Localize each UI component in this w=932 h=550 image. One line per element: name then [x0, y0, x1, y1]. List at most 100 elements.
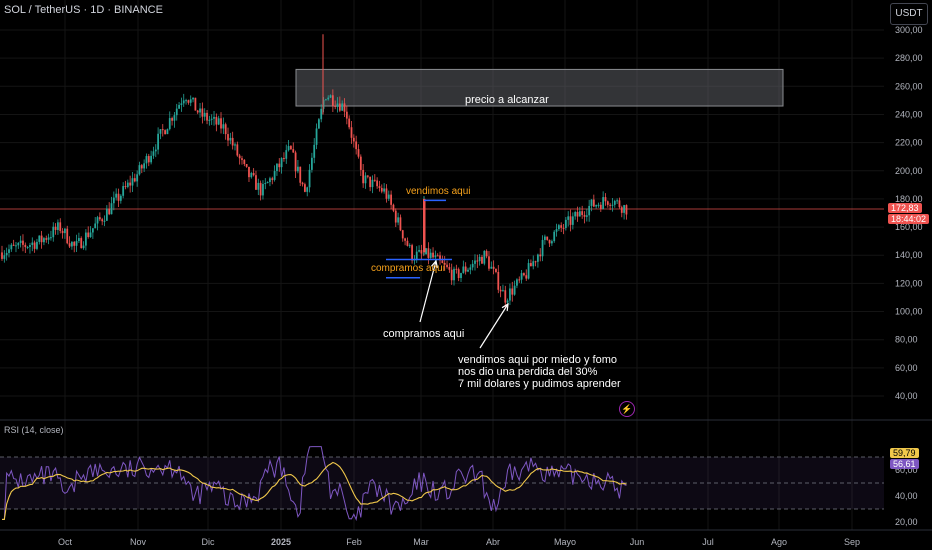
price-tick-label: 240,00: [895, 109, 923, 119]
candle-body: [592, 199, 595, 207]
candle-body: [362, 169, 365, 184]
rsi-tick-label: 40,00: [895, 491, 918, 501]
candle-body: [352, 137, 355, 142]
candle-body: [427, 248, 430, 258]
candle-body: [495, 268, 497, 272]
candle-body: [439, 255, 441, 261]
candle-body: [369, 176, 372, 188]
candle-body: [446, 264, 448, 268]
candle-body: [620, 207, 623, 213]
candle-body: [350, 127, 353, 138]
candle-body: [280, 158, 283, 168]
candle-body: [455, 268, 458, 270]
candle-body: [418, 250, 420, 252]
candle-body: [173, 115, 176, 121]
candle-body: [502, 290, 504, 292]
candle-body: [215, 116, 218, 125]
currency-button[interactable]: USDT: [890, 3, 928, 25]
candle-body: [33, 242, 36, 249]
candle-body: [203, 112, 206, 117]
candle-body: [255, 175, 257, 190]
candle-body: [206, 112, 208, 121]
candle-body: [196, 110, 199, 113]
rsi-tick-label: 60,00: [895, 465, 918, 475]
candle-body: [588, 205, 591, 216]
candle-body: [550, 241, 553, 244]
candle-body: [390, 194, 393, 205]
candle-body: [287, 146, 290, 151]
candle-body: [299, 166, 302, 183]
candle-body: [64, 228, 66, 234]
candle-body: [245, 164, 248, 167]
candle-body: [24, 244, 27, 248]
target-zone-box[interactable]: [295, 68, 784, 107]
candle-body: [236, 144, 239, 156]
candle-body: [590, 199, 593, 206]
candle-body: [278, 163, 281, 168]
sold-fear-line-3: 7 mil dolares y pudimos aprender: [458, 378, 621, 390]
candle-body: [52, 226, 55, 238]
candle-body: [415, 251, 418, 260]
price-tick-label: 220,00: [895, 138, 923, 148]
axes: 300,00 280,00 260,00 240,00 220,00 200,00 180,…: [0, 25, 932, 547]
candle-body: [606, 201, 609, 205]
candle-body: [364, 175, 367, 184]
price-tick-label: 40,00: [895, 391, 918, 401]
candle-body: [534, 261, 537, 263]
candle-body: [616, 200, 619, 202]
candle-body: [259, 182, 262, 196]
candle-body: [222, 124, 225, 129]
candle-body: [77, 238, 80, 242]
candle-body: [17, 242, 20, 246]
candle-body: [57, 222, 59, 230]
candle-body: [136, 174, 139, 182]
candle-body: [248, 166, 250, 178]
grid: [0, 0, 884, 530]
candle-body: [12, 244, 15, 246]
candle-body: [276, 163, 278, 172]
candle-body: [124, 186, 127, 188]
candle-body: [574, 211, 577, 217]
lightning-icon[interactable]: ⚡: [619, 401, 635, 417]
rsi-legend[interactable]: RSI (14, close): [4, 425, 64, 435]
candle-body: [613, 200, 616, 205]
candle-body: [182, 100, 185, 104]
candle-body: [227, 134, 229, 141]
price-tick-label: 60,00: [895, 363, 918, 373]
candle-body: [539, 254, 542, 257]
candle-body: [201, 108, 204, 117]
symbol-title[interactable]: SOL / TetherUS · 1D · BINANCE: [4, 4, 163, 16]
rsi-ma-badge: 59,79: [890, 448, 919, 458]
candle-body: [5, 252, 8, 256]
candle-body: [392, 204, 395, 211]
candle-body: [138, 165, 141, 175]
candle-body: [269, 178, 271, 183]
candle-body: [485, 250, 488, 257]
candle-body: [159, 129, 162, 134]
candle-body: [38, 235, 41, 242]
candle-body: [530, 263, 532, 267]
candle-body: [168, 118, 171, 130]
candle-body: [152, 151, 155, 156]
candle-body: [460, 273, 462, 279]
candle-body: [623, 205, 626, 213]
candle-body: [150, 155, 153, 163]
candle-body: [366, 175, 369, 177]
candle-body: [343, 103, 346, 112]
candle-body: [329, 95, 332, 98]
candle-body: [411, 245, 413, 261]
candle-body: [448, 267, 451, 270]
price-tick-label: 140,00: [895, 250, 923, 260]
candle-body: [408, 245, 411, 247]
candle-body: [82, 245, 85, 249]
candle-body: [234, 144, 236, 146]
candle-body: [112, 197, 115, 204]
candle-body: [122, 186, 125, 196]
candle-body: [585, 215, 588, 217]
candle-body: [271, 178, 274, 180]
candle-body: [154, 149, 157, 152]
candle-body: [564, 219, 567, 228]
candle-body: [469, 267, 472, 270]
candle-body: [84, 232, 87, 246]
